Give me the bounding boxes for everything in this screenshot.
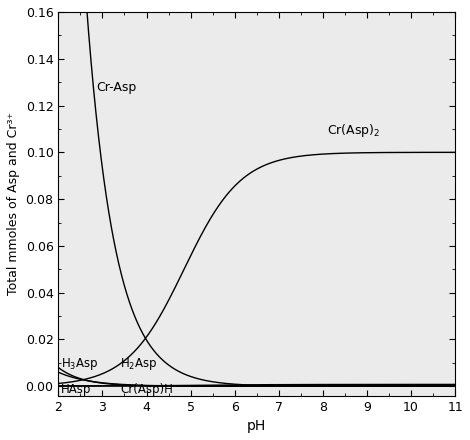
Text: Cr-Asp: Cr-Asp (96, 81, 136, 95)
Text: Cr(Asp)$_2$: Cr(Asp)$_2$ (327, 121, 381, 139)
X-axis label: pH: pH (247, 419, 266, 433)
Text: H$_3$Asp: H$_3$Asp (61, 356, 98, 372)
Y-axis label: Total mmoles of Asp and Cr³⁺: Total mmoles of Asp and Cr³⁺ (7, 112, 20, 295)
Text: H$_2$Asp: H$_2$Asp (120, 356, 157, 372)
Text: HAsp: HAsp (61, 383, 91, 396)
Text: Cr(Asp)H: Cr(Asp)H (120, 383, 173, 396)
